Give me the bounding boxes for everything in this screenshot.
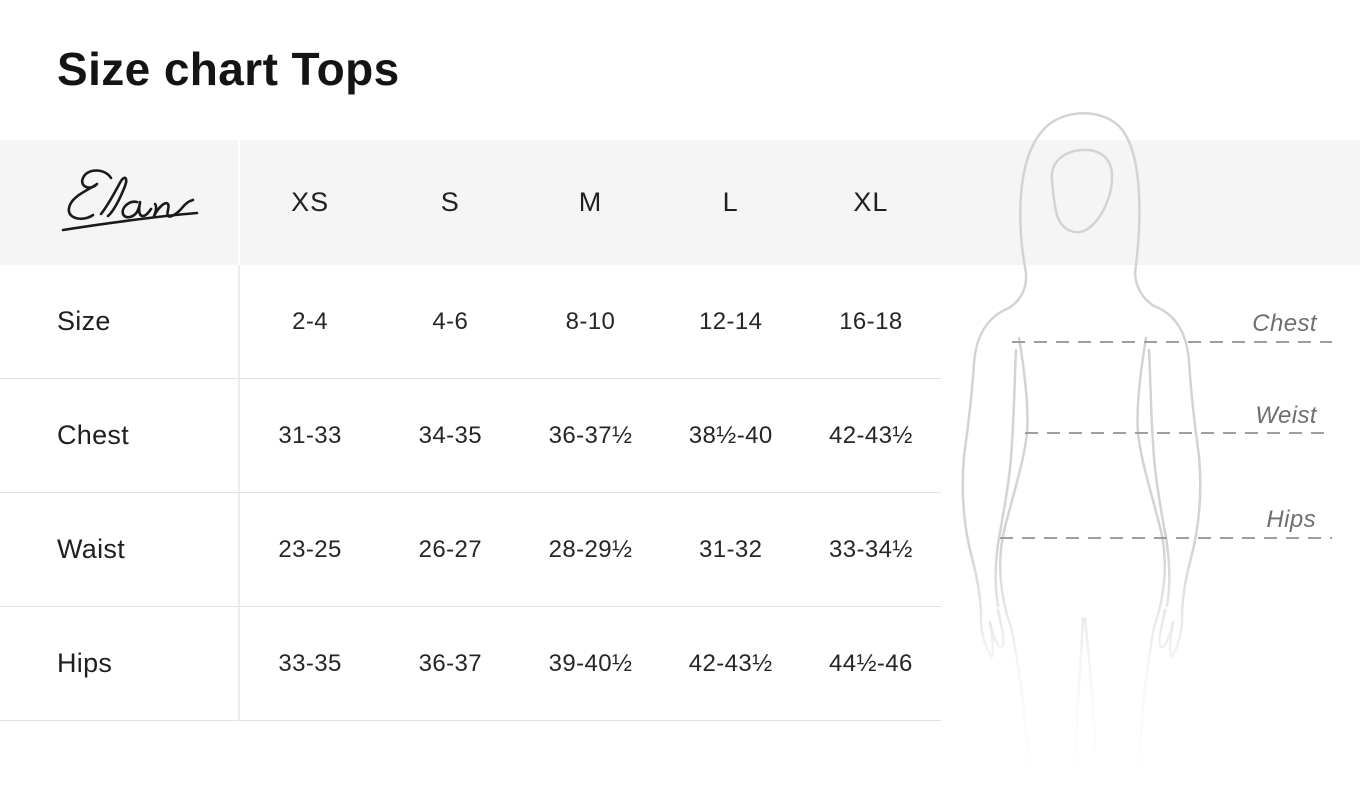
row-label-waist: Waist (0, 493, 240, 607)
chest-xl: 42-43½ (800, 379, 941, 493)
hips-l: 42-43½ (660, 607, 801, 721)
waist-s: 26-27 (380, 493, 521, 607)
hips-xs: 33-35 (240, 607, 381, 721)
size-s: 4-6 (380, 265, 521, 379)
size-col-header-l: L (722, 187, 739, 217)
brand-signature-icon (61, 168, 199, 231)
size-col-header-xl: XL (853, 187, 889, 217)
hips-xl: 44½-46 (800, 607, 941, 721)
row-label-size: Size (0, 265, 240, 379)
hips-s: 36-37 (380, 607, 521, 721)
chest-xs: 31-33 (240, 379, 381, 493)
chest-l: 38½-40 (660, 379, 801, 493)
chest-m: 36-37½ (520, 379, 661, 493)
hips-measure-label: Hips (1266, 506, 1316, 533)
row-label-hips: Hips (0, 607, 240, 721)
waist-xs: 23-25 (240, 493, 381, 607)
size-col-header-s: S (440, 187, 460, 217)
row-label-chest: Chest (0, 379, 240, 493)
waist-l: 31-32 (660, 493, 801, 607)
chest-measure-label: Chest (1252, 310, 1317, 337)
figure-fade-overlay (945, 545, 1335, 804)
size-m: 8-10 (520, 265, 661, 379)
page-title: Size chart Tops (57, 43, 400, 95)
waist-measure-label: Weist (1255, 402, 1317, 429)
size-l: 12-14 (660, 265, 801, 379)
header-band (0, 140, 1360, 265)
brand-logo (0, 140, 240, 265)
waist-m: 28-29½ (520, 493, 661, 607)
size-xs: 2-4 (240, 265, 381, 379)
hips-m: 39-40½ (520, 607, 661, 721)
size-table: XS S M L XL Size 2-4 4-6 8-10 12-14 16-1… (0, 140, 941, 721)
chest-s: 34-35 (380, 379, 521, 493)
waist-xl: 33-34½ (800, 493, 941, 607)
size-xl: 16-18 (800, 265, 941, 379)
size-col-header-m: M (578, 187, 603, 217)
size-col-header-xs: XS (291, 187, 330, 217)
